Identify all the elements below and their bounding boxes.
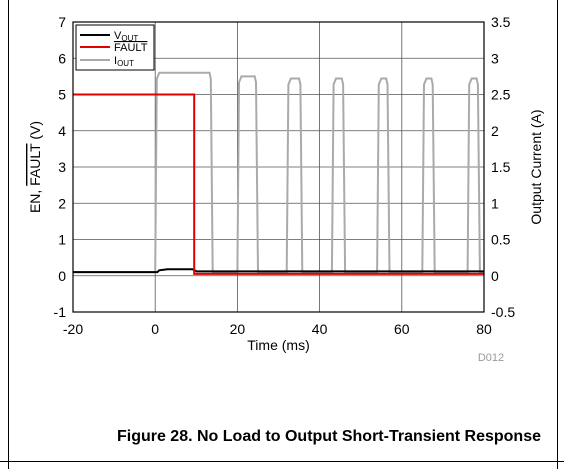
y-left-tick-label: 7 xyxy=(58,14,66,30)
series-layer xyxy=(73,71,484,275)
x-axis-label: Time (ms) xyxy=(247,337,309,353)
y-axis-left-label-unit: (V) xyxy=(27,121,43,144)
x-tick-label: 80 xyxy=(476,321,492,337)
y-right-tick-label: 2 xyxy=(491,123,499,139)
y-right-tick-label: 0.5 xyxy=(491,232,511,248)
y-axis-right-label: Output Current (A) xyxy=(528,109,544,224)
page-border-bottom xyxy=(0,461,564,462)
page-border-right xyxy=(557,0,558,469)
y-right-tick-label: 3 xyxy=(491,50,499,66)
y-right-tick-label: 3.5 xyxy=(491,14,511,30)
y-left-tick-label: 0 xyxy=(58,268,66,284)
y-left-tick-label: 6 xyxy=(58,50,66,66)
legend-label-fault: FAULT xyxy=(114,42,148,54)
y-axis-left-label: EN, FAULT (V) xyxy=(27,121,43,213)
legend-label-fault-main: FAULT xyxy=(114,42,148,54)
y-left-tick-label: 5 xyxy=(58,87,66,103)
tick-labels: -20 0 20 40 60 80 -1 0 1 2 3 4 5 6 7 -0.5 0 0.5 1 1.5 2 2.5 3 3… xyxy=(54,14,516,337)
y-left-tick-label: 3 xyxy=(58,159,66,175)
y-right-tick-label: 0 xyxy=(491,268,499,284)
x-tick-label: 60 xyxy=(394,321,410,337)
y-left-tick-label: -1 xyxy=(54,304,67,320)
legend-label-iout-sub: OUT xyxy=(117,59,134,68)
series-line-fault xyxy=(73,93,484,275)
legend-label-vout: VOUT xyxy=(114,30,138,43)
legend-label-vout-sub: OUT xyxy=(121,34,138,43)
legend-label-iout-main: I xyxy=(114,55,117,67)
x-tick-label: 20 xyxy=(230,321,246,337)
page-border-left xyxy=(8,0,9,469)
legend-label-iout: IOUT xyxy=(114,55,134,68)
y-left-tick-label: 2 xyxy=(58,195,66,211)
y-right-tick-label: 2.5 xyxy=(491,87,511,103)
figure-caption: Figure 28. No Load to Output Short-Trans… xyxy=(116,428,541,445)
series-line-vout xyxy=(73,268,484,274)
y-right-tick-label: -0.5 xyxy=(491,304,515,320)
y-axis-left-label-en: EN, xyxy=(27,186,43,213)
y-left-tick-label: 1 xyxy=(58,232,66,248)
x-tick-label: -20 xyxy=(63,321,83,337)
x-tick-label: 0 xyxy=(151,321,159,337)
legend-label-vout-main: V xyxy=(114,30,122,42)
y-axis-left-label-fault: FAULT xyxy=(27,143,43,186)
y-right-tick-label: 1 xyxy=(491,195,499,211)
figure-id: D012 xyxy=(478,352,504,364)
y-left-tick-label: 4 xyxy=(58,123,66,139)
series-line-iout xyxy=(73,71,484,274)
x-tick-label: 40 xyxy=(312,321,328,337)
y-right-tick-label: 1.5 xyxy=(491,159,511,175)
plot-frame xyxy=(72,21,485,313)
